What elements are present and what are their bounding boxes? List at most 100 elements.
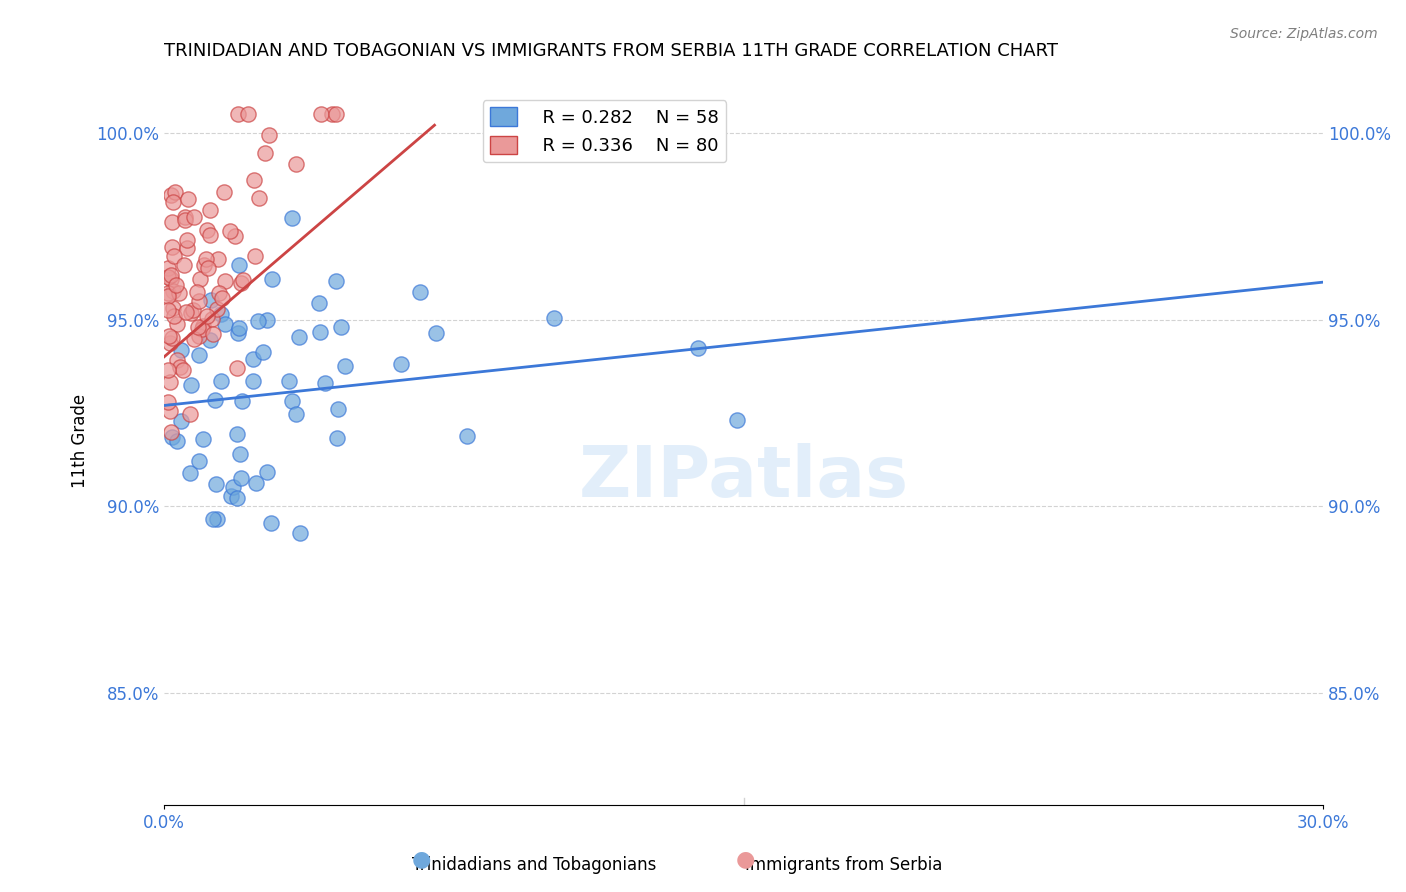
Point xyxy=(173,210,195,224)
Point xyxy=(187,348,209,362)
Point xyxy=(211,291,233,305)
Point xyxy=(166,434,188,449)
Point xyxy=(166,353,188,368)
Point xyxy=(179,466,201,480)
Point xyxy=(157,289,180,303)
Point xyxy=(333,359,356,374)
Point xyxy=(191,432,214,446)
Point xyxy=(163,249,186,263)
Point xyxy=(165,277,187,292)
Point xyxy=(198,228,221,243)
Point xyxy=(180,306,202,320)
Point xyxy=(186,285,208,299)
Point xyxy=(202,512,225,526)
Text: TRINIDADIAN AND TOBAGONIAN VS IMMIGRANTS FROM SERBIA 11TH GRADE CORRELATION CHAR: TRINIDADIAN AND TOBAGONIAN VS IMMIGRANTS… xyxy=(165,42,1059,60)
Point xyxy=(285,157,308,171)
Point xyxy=(191,322,214,336)
Point xyxy=(329,319,352,334)
Point xyxy=(229,447,252,461)
Point xyxy=(163,309,186,323)
Point xyxy=(177,192,200,206)
Point xyxy=(252,344,274,359)
Point xyxy=(187,293,209,308)
Point xyxy=(243,249,266,263)
Point xyxy=(157,329,180,343)
Point xyxy=(201,312,224,326)
Point xyxy=(309,326,332,340)
Point xyxy=(176,233,198,247)
Point xyxy=(160,425,183,439)
Point xyxy=(156,302,179,317)
Text: ZIPatlas: ZIPatlas xyxy=(578,443,908,512)
Point xyxy=(280,394,302,409)
Point xyxy=(308,295,330,310)
Point xyxy=(226,107,249,121)
Y-axis label: 11th Grade: 11th Grade xyxy=(72,394,89,488)
Point xyxy=(326,431,349,445)
Point xyxy=(214,317,236,331)
Point xyxy=(228,320,250,334)
Point xyxy=(209,307,232,321)
Point xyxy=(288,329,311,343)
Point xyxy=(159,335,181,350)
Point xyxy=(285,407,308,421)
Point xyxy=(162,215,184,229)
Point xyxy=(243,173,266,187)
Text: ●: ● xyxy=(412,850,432,870)
Point xyxy=(160,268,183,283)
Point xyxy=(162,301,184,315)
Point xyxy=(198,333,221,347)
Point xyxy=(205,301,228,316)
Point xyxy=(194,252,217,267)
Point xyxy=(162,285,184,299)
Point xyxy=(225,491,247,505)
Point xyxy=(409,285,432,299)
Point xyxy=(209,374,232,388)
Point xyxy=(166,318,188,332)
Point xyxy=(328,401,350,416)
Point xyxy=(224,229,246,244)
Point xyxy=(156,285,179,300)
Point xyxy=(212,186,235,200)
Point xyxy=(309,107,332,121)
Point xyxy=(221,480,243,494)
Point xyxy=(229,276,252,290)
Point xyxy=(205,511,228,525)
Point xyxy=(247,314,270,328)
Point xyxy=(245,475,267,490)
Point xyxy=(159,404,181,418)
Point xyxy=(242,351,264,366)
Point xyxy=(176,241,198,255)
Point xyxy=(204,392,226,407)
Point xyxy=(183,210,205,224)
Point xyxy=(188,454,211,468)
Point xyxy=(288,526,311,541)
Point xyxy=(183,332,205,346)
Point xyxy=(156,269,179,284)
Point xyxy=(543,310,565,325)
Point xyxy=(183,302,205,317)
Point xyxy=(173,258,195,272)
Point xyxy=(204,476,226,491)
Point xyxy=(221,489,243,503)
Point xyxy=(200,293,222,307)
Point xyxy=(226,360,249,375)
Point xyxy=(195,309,218,323)
Point xyxy=(314,376,336,390)
Point xyxy=(197,261,219,276)
Point xyxy=(179,407,201,421)
Point xyxy=(325,275,347,289)
Point xyxy=(228,326,250,341)
Point xyxy=(180,378,202,392)
Point xyxy=(425,326,447,340)
Point xyxy=(160,330,183,344)
Point xyxy=(156,260,179,275)
Text: Trinidadians and Tobagonians: Trinidadians and Tobagonians xyxy=(412,856,657,874)
Point xyxy=(188,272,211,286)
Point xyxy=(321,107,343,121)
Point xyxy=(259,516,281,530)
Point xyxy=(688,341,710,355)
Point xyxy=(257,128,280,143)
Point xyxy=(172,363,194,377)
Point xyxy=(725,412,748,426)
